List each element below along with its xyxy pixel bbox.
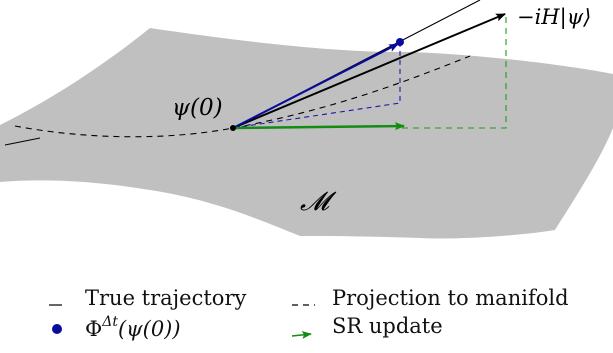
sr-update-arrow: [232, 122, 405, 131]
hamiltonian-arrow: [232, 13, 506, 129]
legend-label-phi: ΦΔt(ψ(0)): [85, 314, 181, 341]
psi0-point: [230, 125, 236, 131]
legend-label-true-trajectory: True trajectory: [85, 286, 246, 310]
psi0-label: ψ(0): [172, 95, 223, 121]
phi-arrow: [232, 43, 399, 129]
hamiltonian-label: −iH|ψ⟩: [517, 5, 591, 30]
legend-phi-superscript: Δt: [101, 314, 118, 330]
true-trajectory-left-segment: [4, 137, 41, 146]
phi-point: [396, 38, 404, 46]
legend-phi-suffix: (ψ(0)): [118, 317, 181, 341]
sr-dashed-guide: [402, 16, 507, 129]
legend-green-arrow-icon: [291, 330, 312, 339]
manifold-surface: [0, 28, 613, 239]
legend-label-projection: Projection to manifold: [332, 286, 569, 310]
legend-phi-symbol: Φ: [85, 317, 102, 341]
legend-label-sr-update: SR update: [332, 314, 443, 338]
legend: True trajectory Projection to manifold Φ…: [49, 286, 569, 341]
legend-dot-icon: [52, 324, 62, 334]
phi-dashed-guide: [232, 42, 401, 129]
projection-curve: [14, 55, 471, 138]
